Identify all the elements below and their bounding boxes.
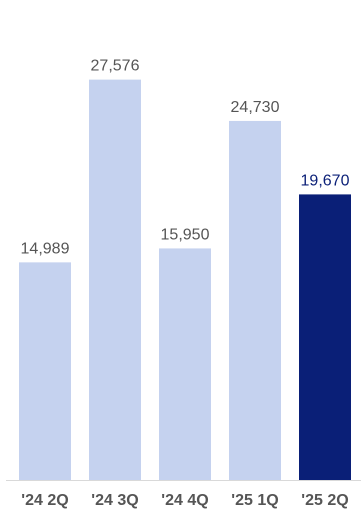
- category-label-2: '24 4Q: [161, 492, 208, 509]
- category-label-0: '24 2Q: [21, 492, 68, 509]
- value-label-2: 15,950: [161, 226, 210, 243]
- value-label-3: 24,730: [231, 99, 280, 116]
- category-label-1: '24 3Q: [91, 492, 138, 509]
- value-labels-layer: 14,989 27,576 15,950 24,730 19,670: [21, 58, 350, 258]
- bar-0: [19, 262, 71, 480]
- value-label-0: 14,989: [21, 240, 70, 257]
- bar-4: [299, 194, 351, 480]
- value-label-4: 19,670: [301, 172, 350, 189]
- bars-layer: [19, 79, 351, 481]
- bar-3: [229, 120, 281, 480]
- category-labels-layer: '24 2Q '24 3Q '24 4Q '25 1Q '25 2Q: [21, 492, 348, 509]
- category-label-3: '25 1Q: [231, 492, 278, 509]
- bar-1: [89, 79, 141, 481]
- value-label-1: 27,576: [91, 58, 140, 75]
- category-label-4: '25 2Q: [301, 492, 348, 509]
- bar-2: [159, 248, 211, 480]
